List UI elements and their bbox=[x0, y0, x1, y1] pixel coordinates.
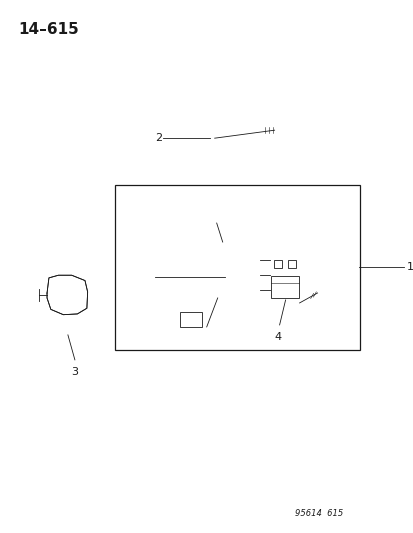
Text: 95614  615: 95614 615 bbox=[294, 508, 342, 518]
Bar bbox=[114, 185, 358, 350]
Text: 14–615: 14–615 bbox=[18, 22, 78, 37]
Text: 2: 2 bbox=[154, 133, 161, 143]
Bar bbox=[273, 260, 281, 268]
Bar bbox=[270, 276, 298, 298]
Text: 1: 1 bbox=[406, 262, 413, 272]
Bar bbox=[179, 312, 201, 327]
Text: 4: 4 bbox=[273, 332, 280, 342]
Bar bbox=[287, 260, 295, 268]
Text: 3: 3 bbox=[71, 367, 78, 377]
